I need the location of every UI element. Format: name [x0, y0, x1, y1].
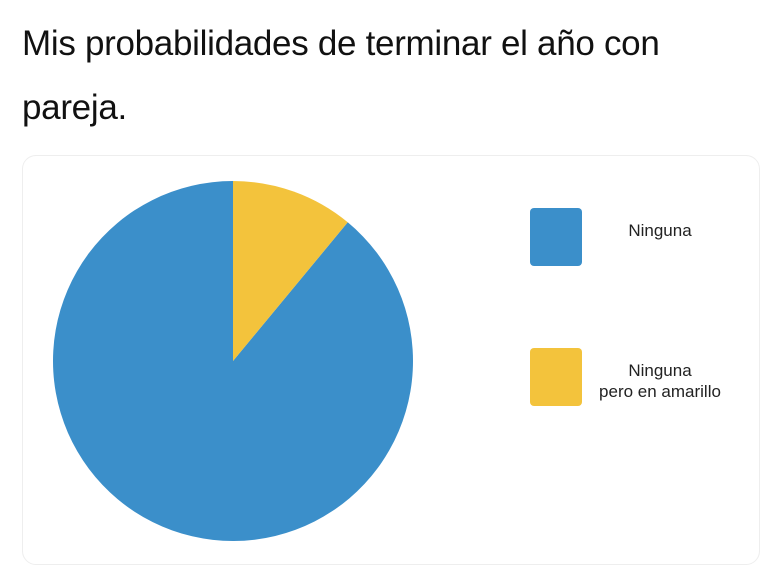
legend-label: Ninguna [628, 221, 692, 240]
chart-card [22, 155, 760, 565]
pie-slice [233, 181, 348, 361]
legend-swatch [530, 208, 582, 266]
legend-swatch [530, 348, 582, 406]
legend-label: Ninguna pero en amarillo [599, 361, 721, 401]
post-text: Mis probabilidades de terminar el año co… [22, 24, 660, 127]
pie-slice [53, 181, 414, 542]
